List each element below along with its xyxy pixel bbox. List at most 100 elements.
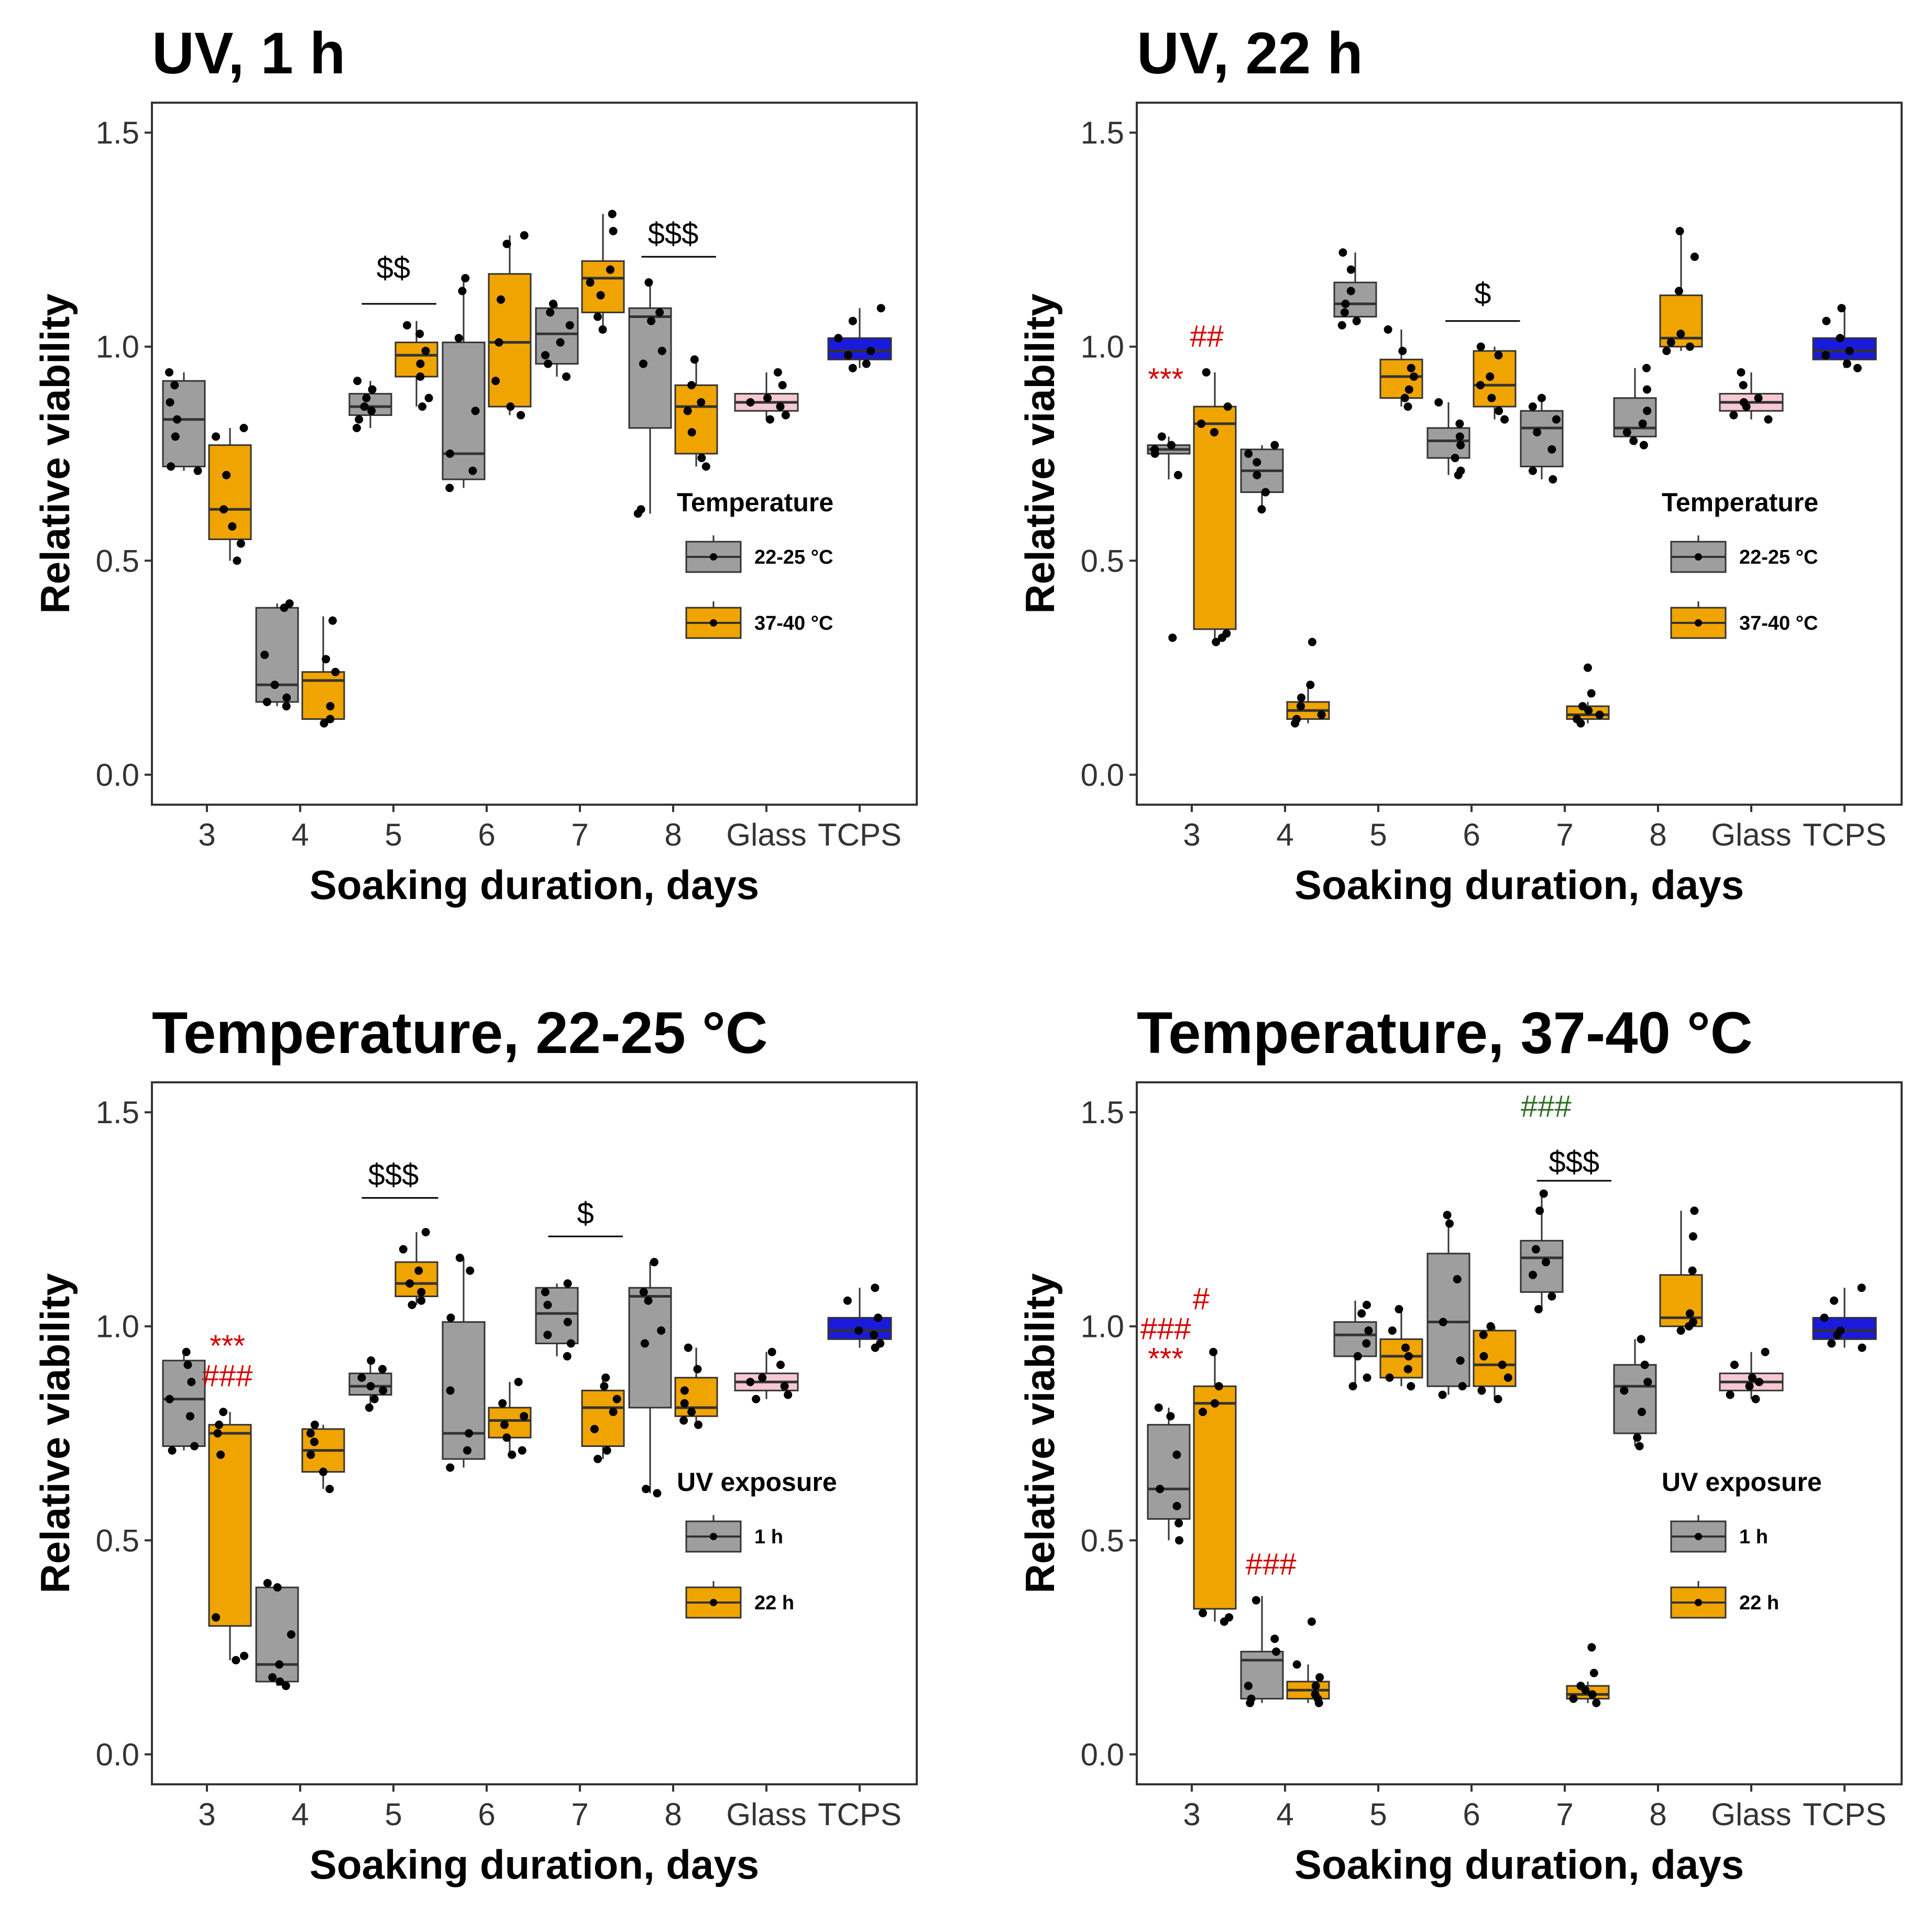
legend-item: 1 h <box>685 1515 783 1553</box>
data-point <box>306 1429 315 1438</box>
y-tick-label: 1.0 <box>96 1309 139 1344</box>
data-point <box>417 1288 426 1297</box>
data-point <box>514 1377 523 1386</box>
data-point <box>1588 1690 1597 1699</box>
data-point <box>1388 1326 1397 1335</box>
data-point <box>687 1408 696 1417</box>
data-point <box>1439 1318 1447 1326</box>
data-point <box>657 1326 666 1335</box>
data-point <box>1270 441 1279 449</box>
data-point <box>215 1420 224 1429</box>
data-point <box>166 398 174 407</box>
data-point <box>408 1300 416 1309</box>
legend-item: 1 h <box>1670 1515 1768 1553</box>
x-tick-label: 7 <box>571 1797 588 1832</box>
data-point <box>765 415 774 424</box>
data-point <box>1836 334 1845 343</box>
data-point <box>500 1420 509 1429</box>
data-point <box>1210 428 1219 437</box>
data-point <box>416 372 425 381</box>
box <box>208 1424 252 1627</box>
box <box>674 1377 718 1417</box>
data-point <box>171 432 180 441</box>
x-tick-label: TCPS <box>818 1797 902 1832</box>
data-point <box>270 681 279 689</box>
data-point <box>1676 1326 1685 1335</box>
data-point <box>593 312 602 321</box>
data-point <box>495 338 503 347</box>
data-point <box>1451 454 1459 463</box>
data-point <box>190 1442 199 1451</box>
data-point <box>1308 638 1316 646</box>
x-tick-label: 4 <box>1276 1797 1293 1832</box>
data-point <box>173 415 182 424</box>
data-point <box>1690 253 1699 261</box>
data-point <box>367 407 376 415</box>
data-point <box>640 1339 649 1348</box>
data-point <box>870 1331 879 1340</box>
data-point <box>1362 1339 1371 1348</box>
data-point <box>282 693 291 702</box>
data-point <box>1314 1698 1323 1707</box>
data-point <box>1403 1365 1412 1374</box>
data-point <box>1150 449 1159 458</box>
data-point <box>1197 419 1206 428</box>
data-point <box>1857 1283 1866 1292</box>
data-point <box>378 1365 387 1374</box>
data-point <box>776 1361 785 1369</box>
data-point <box>1755 1377 1764 1386</box>
data-point <box>1404 385 1413 394</box>
significance-label: *** <box>1148 362 1183 396</box>
chart-panel: Temperature, 37-40 °C 0.0 0.5 1.0 1.5 3 4 5 6 7 8 G… <box>1017 1000 1903 1888</box>
data-point <box>1761 1347 1770 1356</box>
data-point <box>471 407 480 415</box>
box-group <box>1147 1403 1191 1545</box>
data-point <box>1730 1361 1739 1369</box>
data-point <box>543 1300 552 1309</box>
data-point <box>216 1450 225 1459</box>
x-tick-label: TCPS <box>818 817 902 852</box>
box-group <box>442 1254 486 1472</box>
box-group <box>1286 638 1330 728</box>
significance-label: $ <box>1474 277 1491 311</box>
data-point <box>1494 351 1503 360</box>
data-point <box>502 239 511 248</box>
data-point <box>1751 1395 1760 1403</box>
box <box>1520 1239 1564 1293</box>
data-point <box>1633 1433 1642 1442</box>
data-point <box>1587 689 1596 698</box>
box <box>674 384 718 455</box>
box-group <box>1147 432 1191 642</box>
data-point <box>1315 1673 1324 1682</box>
box-group <box>1520 1189 1564 1314</box>
data-point <box>1307 1617 1316 1626</box>
data-point <box>1340 308 1349 317</box>
box-group <box>1426 1211 1470 1399</box>
data-point <box>1688 1232 1697 1241</box>
data-point <box>1338 248 1347 257</box>
box-group <box>581 1373 625 1464</box>
x-tick-label: 8 <box>1649 1797 1666 1832</box>
data-point <box>275 1660 284 1669</box>
data-point <box>213 1429 222 1438</box>
box <box>628 307 672 429</box>
data-point <box>1552 415 1561 424</box>
data-point <box>1362 1300 1371 1309</box>
data-point <box>1822 316 1831 325</box>
data-point <box>680 1386 689 1395</box>
data-point <box>310 1438 319 1446</box>
data-point <box>1453 1275 1462 1283</box>
data-point <box>1252 1596 1260 1605</box>
box-group <box>162 1347 206 1455</box>
box-group <box>162 368 206 475</box>
data-point <box>1578 702 1587 711</box>
data-point <box>780 1382 789 1391</box>
data-point <box>1456 1356 1465 1365</box>
data-point <box>781 411 790 420</box>
data-point <box>594 1455 602 1464</box>
data-point <box>1837 304 1846 313</box>
data-point <box>679 1416 688 1425</box>
data-point <box>655 308 664 317</box>
data-point <box>414 1266 423 1275</box>
x-tick-label: Glass <box>1711 817 1791 852</box>
